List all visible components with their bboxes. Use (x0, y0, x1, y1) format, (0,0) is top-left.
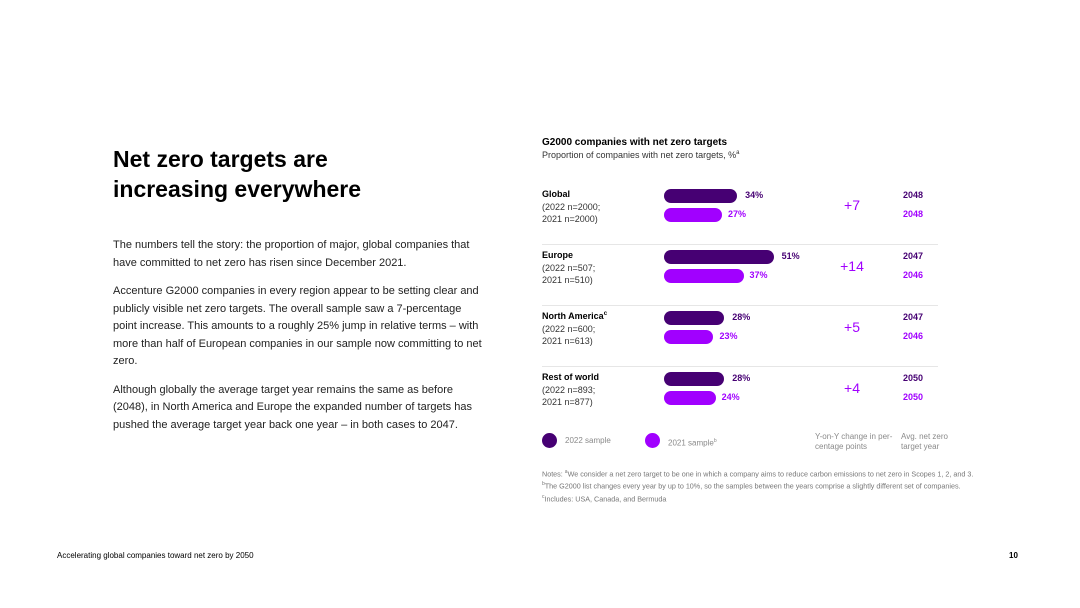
page-number: 10 (1009, 551, 1018, 560)
notes-text-b: The G2000 list changes every year by up … (544, 481, 961, 491)
region-name-text: North America (542, 311, 604, 321)
chart-subtitle: Proportion of companies with net zero ta… (542, 150, 739, 160)
region-sample-2022: (2022 n=600; (542, 324, 596, 334)
notes-mark-b: b (542, 481, 545, 488)
region-sample-size: (2022 n=600; 2021 n=613) (542, 323, 595, 347)
bar-label-2022: 51% (781, 251, 800, 261)
legend-label-2021-text: 2021 sample (668, 438, 714, 448)
bar-label-2021: 27% (728, 209, 747, 219)
yoy-change: +4 (844, 380, 860, 396)
bar-label-2022: 28% (732, 373, 751, 383)
notes-prefix: Notes: (542, 469, 565, 479)
headline-line-2: increasing everywhere (113, 176, 362, 202)
chart-subtitle-note: a (736, 150, 740, 156)
region-sample-size: (2022 n=2000; 2021 n=2000) (542, 201, 600, 225)
region-row: North Americac (2022 n=600; 2021 n=613) 28%… (542, 311, 938, 371)
chart-notes: Notes: aWe consider a net zero target to… (542, 467, 982, 504)
region-sample-2022: (2022 n=893; (542, 385, 596, 395)
bar-label-2021: 37% (749, 270, 768, 280)
target-year-2022: 2050 (903, 373, 924, 383)
region-row: Global (2022 n=2000; 2021 n=2000) 34% 27% +7 2… (542, 189, 938, 249)
bar-2022 (664, 372, 725, 386)
bar-label-2022: 34% (745, 190, 764, 200)
footer-title: Accelerating global companies toward net… (57, 551, 254, 560)
notes-mark-a: a (564, 469, 568, 475)
bar-2021 (664, 330, 714, 344)
body-text: The numbers tell the story: the proporti… (113, 237, 485, 445)
legend-dot-2021 (645, 433, 660, 448)
region-name: North Americac (542, 311, 607, 321)
notes-mark-c: c (542, 493, 545, 500)
legend-label-2021-note: b (713, 438, 717, 444)
target-year-2022: 2048 (903, 190, 924, 200)
bar-label-2021: 24% (721, 392, 740, 402)
legend-change-line-1: Y-on-Y change in per- (815, 432, 893, 441)
body-paragraph-1: The numbers tell the story: the proporti… (113, 239, 470, 269)
target-year-2021: 2046 (903, 270, 924, 280)
region-name: Europe (542, 250, 573, 260)
target-year-2021: 2048 (903, 209, 924, 219)
target-year-2021: 2046 (903, 331, 924, 341)
notes-text-a: We consider a net zero target to be one … (567, 469, 974, 479)
bar-label-2022: 28% (732, 312, 751, 322)
body-paragraph-2: Accenture G2000 companies in every regio… (113, 285, 482, 367)
chart-subtitle-text: Proportion of companies with net zero ta… (542, 150, 737, 160)
row-separator (542, 244, 938, 245)
bar-2022 (664, 189, 738, 203)
region-sample-2022: (2022 n=507; (542, 263, 596, 273)
target-year-2022: 2047 (903, 251, 924, 261)
row-separator (542, 305, 938, 306)
region-row: Europe (2022 n=507; 2021 n=510) 51% 37% +14 20… (542, 250, 938, 310)
chart-title: G2000 companies with net zero targets (542, 137, 728, 148)
target-year-2022: 2047 (903, 312, 924, 322)
legend-year-line-1: Avg. net zero (901, 432, 948, 441)
legend-dot-2022 (542, 433, 557, 448)
region-name-text: Rest of world (542, 372, 600, 382)
legend-year-description: Avg. net zero target year (901, 432, 948, 452)
legend-label-2021: 2021 sampleb (668, 436, 717, 449)
region-row: Rest of world (2022 n=893; 2021 n=877) 28% 2… (542, 372, 938, 432)
legend-change-description: Y-on-Y change in per- centage points (815, 432, 892, 452)
bar-2021 (664, 269, 744, 283)
region-name-note: c (603, 311, 608, 317)
region-sample-2021: 2021 n=877) (542, 397, 593, 407)
region-sample-size: (2022 n=893; 2021 n=877) (542, 384, 595, 408)
notes-text-c: Includes: USA, Canada, and Bermuda (544, 494, 667, 504)
region-name-text: Europe (542, 250, 574, 260)
region-sample-2022: (2022 n=2000; (542, 202, 601, 212)
bar-2022 (664, 250, 774, 264)
body-paragraph-3: Although globally the average target yea… (113, 383, 472, 431)
row-separator (542, 366, 938, 367)
bar-2021 (664, 208, 723, 222)
yoy-change: +5 (844, 319, 860, 335)
region-name: Rest of world (542, 372, 599, 382)
legend-change-line-2: centage points (815, 442, 868, 451)
region-sample-size: (2022 n=507; 2021 n=510) (542, 262, 595, 286)
legend-label-2022: 2022 sample (565, 436, 611, 445)
page-headline: Net zero targets are increasing everywhe… (113, 144, 493, 204)
bar-2021 (664, 391, 716, 405)
bar-label-2021: 23% (719, 331, 738, 341)
region-sample-2021: 2021 n=510) (542, 275, 593, 285)
yoy-change: +7 (844, 197, 860, 213)
bar-2022 (664, 311, 725, 325)
yoy-change: +14 (840, 258, 864, 274)
region-name: Global (542, 189, 570, 199)
headline-line-1: Net zero targets are (113, 146, 328, 172)
legend-year-line-2: target year (901, 442, 940, 451)
region-sample-2021: 2021 n=2000) (542, 214, 598, 224)
region-name-text: Global (542, 189, 571, 199)
target-year-2021: 2050 (903, 392, 924, 402)
region-sample-2021: 2021 n=613) (542, 336, 593, 346)
